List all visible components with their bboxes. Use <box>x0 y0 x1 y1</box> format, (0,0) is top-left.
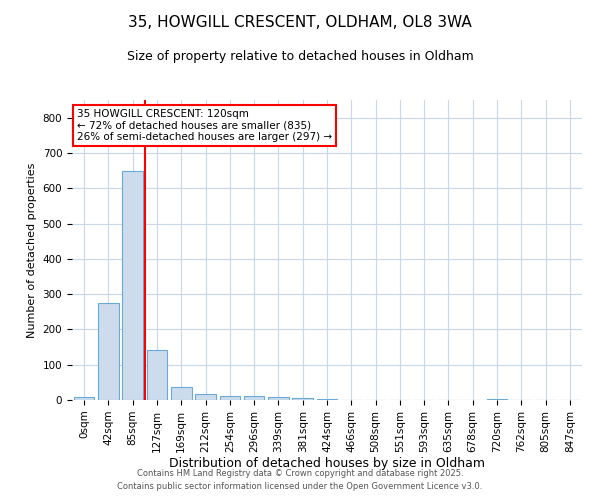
Bar <box>220 396 240 400</box>
Bar <box>98 303 119 400</box>
Bar <box>487 398 508 400</box>
Bar <box>74 397 94 400</box>
Bar <box>292 398 313 400</box>
Text: Size of property relative to detached houses in Oldham: Size of property relative to detached ho… <box>127 50 473 63</box>
Text: 35 HOWGILL CRESCENT: 120sqm
← 72% of detached houses are smaller (835)
26% of se: 35 HOWGILL CRESCENT: 120sqm ← 72% of det… <box>77 109 332 142</box>
Bar <box>171 386 191 400</box>
Bar <box>244 396 265 400</box>
Text: Contains public sector information licensed under the Open Government Licence v3: Contains public sector information licen… <box>118 482 482 491</box>
Bar <box>268 397 289 400</box>
Bar <box>122 172 143 400</box>
Bar <box>195 394 216 400</box>
X-axis label: Distribution of detached houses by size in Oldham: Distribution of detached houses by size … <box>169 458 485 470</box>
Text: Contains HM Land Registry data © Crown copyright and database right 2025.: Contains HM Land Registry data © Crown c… <box>137 468 463 477</box>
Bar <box>146 350 167 400</box>
Text: 35, HOWGILL CRESCENT, OLDHAM, OL8 3WA: 35, HOWGILL CRESCENT, OLDHAM, OL8 3WA <box>128 15 472 30</box>
Y-axis label: Number of detached properties: Number of detached properties <box>27 162 37 338</box>
